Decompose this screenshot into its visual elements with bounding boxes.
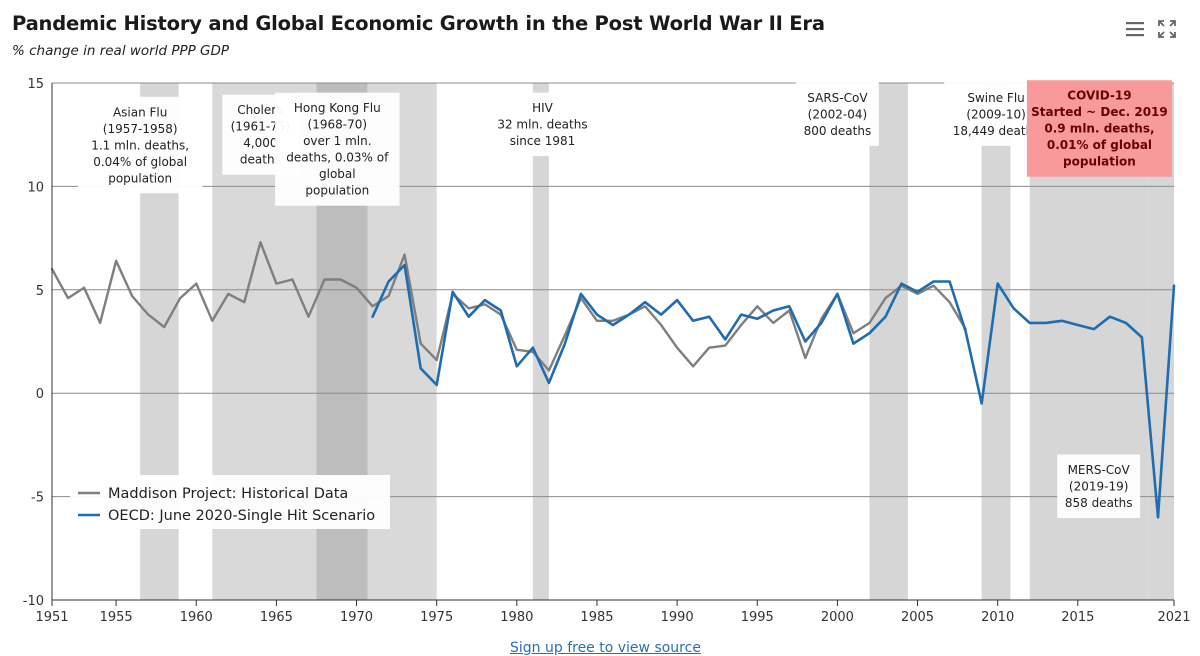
annotation-text: 800 deaths <box>804 124 872 138</box>
annotation-text: (2019-19) <box>1069 480 1129 494</box>
x-tick-label: 1970 <box>340 610 373 625</box>
x-tick-label: 1955 <box>100 610 133 625</box>
annotation-text: Swine Flu <box>967 91 1024 105</box>
annotation-mers-cov: MERS-CoV (2019-19) 858 deaths <box>1057 454 1141 519</box>
annotation-text: over 1 mln. <box>303 134 371 148</box>
annotation-text: (1968-70) <box>308 118 368 132</box>
annotation-text: deaths, 0.03% of <box>286 151 389 165</box>
x-tick-label: 1995 <box>741 610 774 625</box>
y-tick-label: 15 <box>27 77 44 92</box>
chart-title: Pandemic History and Global Economic Gro… <box>12 12 825 35</box>
annotation-text: Asian Flu <box>113 105 167 119</box>
annotation-box <box>77 96 203 194</box>
x-tick-label: 1975 <box>420 610 453 625</box>
chart-subtitle: % change in real world PPP GDP <box>12 43 230 59</box>
annotation-text: (2002-04) <box>808 107 868 121</box>
annotation-text: 32 mln. deaths <box>497 118 587 132</box>
annotation-text: global <box>319 167 356 181</box>
annotation-text: deaths <box>240 153 281 167</box>
annotation-text: 0.01% of global <box>1047 138 1152 152</box>
x-tick-label: 1960 <box>180 610 213 625</box>
pandemic-period-band-4 <box>532 83 549 600</box>
annotation-text: MERS-CoV <box>1068 463 1131 477</box>
expand-icon[interactable] <box>1156 18 1178 40</box>
legend-label: Maddison Project: Historical Data <box>108 486 348 502</box>
annotation-sars-cov: SARS-CoV (2002-04) 800 deaths <box>795 82 879 146</box>
x-tick-label: 1965 <box>260 610 293 625</box>
annotation-box <box>1057 454 1141 519</box>
series-line-oecd <box>371 263 1176 519</box>
x-tick-label: 2015 <box>1061 610 1094 625</box>
y-tick-label: -10 <box>23 594 44 609</box>
pandemic-period-band-6 <box>981 83 1011 600</box>
annotation-text: 18,449 deaths <box>953 124 1040 138</box>
x-tick-label: 1985 <box>580 610 613 625</box>
x-tick-label: 2010 <box>981 610 1014 625</box>
y-tick-label: 10 <box>27 180 44 195</box>
annotation-text: Cholera <box>237 103 283 117</box>
annotation-text: (2009-10) <box>966 107 1026 121</box>
annotation-text: Started ~ Dec. 2019 <box>1031 105 1168 119</box>
annotation-text: 4,000 <box>243 136 277 150</box>
annotation-hong-kong-flu: Hong Kong Flu (1968-70) over 1 mln. deaths,… <box>275 92 400 206</box>
legend-label: OECD: June 2020-Single Hit Scenario <box>108 508 375 524</box>
annotation-asian-flu: Asian Flu (1957-1958) 1.1 mln. deaths, 0.04… <box>77 96 203 194</box>
x-tick-label: 1951 <box>35 610 68 625</box>
y-tick-label: -5 <box>31 491 44 506</box>
annotation-text: 1.1 mln. deaths, <box>91 138 189 152</box>
y-tick-label: 5 <box>36 284 44 299</box>
annotation-text: (1957-1958) <box>103 122 178 136</box>
sign-up-link[interactable]: Sign up free to view source <box>510 640 701 656</box>
legend-box <box>70 475 390 529</box>
x-tick-label: 2000 <box>821 610 854 625</box>
annotation-text: 0.04% of global <box>93 155 187 169</box>
annotation-text: SARS-CoV <box>807 91 868 105</box>
x-tick-label: 2021 <box>1157 610 1190 625</box>
annotation-text: population <box>1063 155 1136 169</box>
annotation-box <box>795 82 879 146</box>
hamburger-menu-icon[interactable] <box>1124 18 1146 40</box>
annotation-hiv: HIV 32 mln. deaths since 1981 <box>487 92 598 157</box>
annotation-box <box>1026 80 1172 177</box>
annotation-text: population <box>305 184 369 198</box>
x-tick-label: 1980 <box>500 610 533 625</box>
annotation-covid-19: COVID-19 Started ~ Dec. 2019 0.9 mln. deat… <box>1026 80 1172 177</box>
pandemic-period-band-5 <box>869 83 908 600</box>
annotation-box <box>275 92 400 206</box>
x-tick-label: 1990 <box>661 610 694 625</box>
annotation-text: COVID-19 <box>1067 89 1131 103</box>
annotation-text: since 1981 <box>510 134 576 148</box>
series-line-maddison <box>50 240 967 372</box>
annotation-text: population <box>108 171 172 185</box>
x-tick-label: 2005 <box>901 610 934 625</box>
annotation-text: 0.9 mln. deaths, <box>1044 122 1154 136</box>
annotation-box <box>487 92 598 157</box>
annotation-text: 858 deaths <box>1065 496 1133 510</box>
annotation-text: HIV <box>532 101 554 115</box>
annotation-text: Hong Kong Flu <box>294 101 381 115</box>
y-tick-label: 0 <box>36 387 44 402</box>
